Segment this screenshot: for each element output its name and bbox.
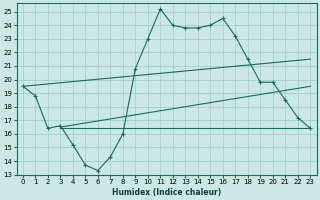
X-axis label: Humidex (Indice chaleur): Humidex (Indice chaleur)	[112, 188, 221, 197]
